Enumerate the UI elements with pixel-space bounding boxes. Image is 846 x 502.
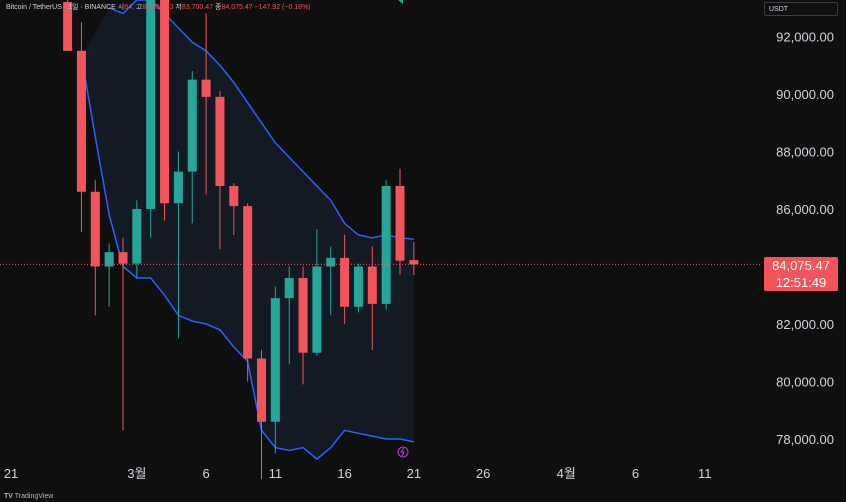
candle[interactable] xyxy=(367,246,377,350)
y-tick-label: 78,000.00 xyxy=(776,432,834,447)
x-tick-label: 11 xyxy=(269,466,283,481)
candle[interactable] xyxy=(312,229,322,356)
candle-body xyxy=(173,171,183,204)
candle[interactable] xyxy=(146,0,156,238)
candle-body xyxy=(187,79,197,172)
candle-body xyxy=(63,2,73,51)
candle-body xyxy=(76,50,86,192)
candle[interactable] xyxy=(90,180,100,316)
candle[interactable] xyxy=(395,168,405,276)
candle[interactable] xyxy=(270,286,280,454)
candle-body xyxy=(340,257,350,307)
x-tick-label: 21 xyxy=(407,466,421,481)
candle-countdown: 12:51:49 xyxy=(775,275,827,290)
candle-body xyxy=(215,96,225,186)
candle-body xyxy=(257,358,266,422)
candle[interactable] xyxy=(353,263,363,313)
candle-body xyxy=(146,0,156,209)
candle[interactable] xyxy=(257,349,266,480)
high-value: 84,850.33 xyxy=(142,4,174,11)
candle[interactable] xyxy=(63,0,73,51)
candle-body xyxy=(395,186,405,261)
candle[interactable] xyxy=(298,266,308,385)
y-tick-label: 88,000.00 xyxy=(776,145,834,160)
candle-body xyxy=(160,0,170,204)
symbol-legend: Bitcoin / TetherUS · 1일 · BINANCE 시84, 고… xyxy=(6,2,311,12)
candle-body xyxy=(229,186,239,207)
candle[interactable] xyxy=(381,180,391,310)
candle-body xyxy=(312,266,322,353)
x-tick-label: 26 xyxy=(476,466,490,481)
lightning-icon[interactable] xyxy=(397,446,409,458)
candle[interactable] xyxy=(132,200,142,278)
candle-body xyxy=(353,266,363,307)
last-price-tag: 84,075.47 12:51:49 xyxy=(764,257,838,291)
candle-body xyxy=(270,298,280,422)
symbol-text[interactable]: Bitcoin / TetherUS · 1일 · BINANCE xyxy=(6,4,116,11)
candle[interactable] xyxy=(326,246,336,316)
candle[interactable] xyxy=(118,237,128,431)
lightning-bolt-icon xyxy=(400,447,405,457)
x-tick-label: 4월 xyxy=(557,466,576,481)
candle-body xyxy=(298,278,308,353)
candle[interactable] xyxy=(243,203,253,382)
open-value: 84, xyxy=(124,4,134,11)
candle-body xyxy=(104,252,114,267)
arrow-indicator-icon xyxy=(398,0,403,4)
candle[interactable] xyxy=(409,242,419,276)
tradingview-logo-icon: TV xyxy=(4,493,13,500)
low-label: 저 xyxy=(175,4,182,11)
change-value: −147.92 (−0.18%) xyxy=(254,4,311,11)
candle[interactable] xyxy=(173,151,183,339)
upper-band-line xyxy=(108,0,414,240)
low-value: 83,700.47 xyxy=(181,4,214,11)
candle[interactable] xyxy=(229,183,239,235)
x-tick-label: 21 xyxy=(4,466,18,481)
open-label: 시 xyxy=(117,4,125,11)
candle[interactable] xyxy=(215,91,225,250)
candle[interactable] xyxy=(76,22,86,232)
candle-body xyxy=(118,252,128,264)
candle[interactable] xyxy=(104,243,114,307)
high-label: 고 xyxy=(135,4,143,11)
candle-body xyxy=(201,79,211,97)
y-tick-label: 82,000.00 xyxy=(776,317,834,332)
candle-body xyxy=(90,191,100,267)
x-tick-label: 3월 xyxy=(127,466,146,481)
candle-body xyxy=(132,209,142,264)
currency-button[interactable]: USDT xyxy=(764,2,838,16)
tradingview-logo[interactable]: TV TradingView xyxy=(4,493,53,500)
last-price-value: 84,075.47 xyxy=(772,258,830,273)
candle-body xyxy=(326,257,336,267)
x-tick-label: 6 xyxy=(632,466,639,481)
candle[interactable] xyxy=(201,13,211,195)
x-tick-label: 11 xyxy=(698,466,712,481)
candle[interactable] xyxy=(187,71,197,224)
y-tick-label: 92,000.00 xyxy=(776,30,834,45)
candle-body xyxy=(284,278,294,299)
candle[interactable] xyxy=(340,234,350,324)
candle-body xyxy=(381,186,391,304)
candle[interactable] xyxy=(160,0,170,221)
candle-body xyxy=(409,260,419,265)
y-tick-label: 80,000.00 xyxy=(776,375,834,390)
candle[interactable] xyxy=(284,266,294,365)
tradingview-logo-text: TradingView xyxy=(14,493,54,500)
close-label: 종 xyxy=(215,4,222,11)
x-tick-label: 6 xyxy=(202,466,209,481)
x-tick-label: 16 xyxy=(337,466,351,481)
candle-body xyxy=(243,206,253,359)
y-tick-label: 86,000.00 xyxy=(776,202,834,217)
candle-body xyxy=(367,266,377,304)
close-value: 84,075.47 xyxy=(221,4,253,11)
y-tick-label: 90,000.00 xyxy=(776,87,834,102)
